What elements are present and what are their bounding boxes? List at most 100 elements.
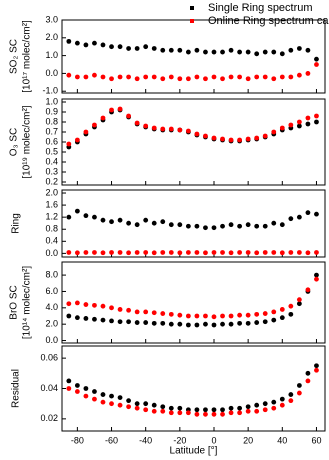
y-tick-label: 0.06	[40, 353, 58, 363]
data-point	[314, 367, 319, 373]
data-point	[305, 115, 311, 121]
y-tick-label: 0.4	[45, 236, 58, 246]
data-point	[254, 135, 260, 141]
data-point	[117, 74, 123, 80]
data-point	[262, 74, 268, 80]
data-point	[126, 220, 132, 226]
data-point	[66, 72, 72, 78]
data-point	[194, 223, 200, 229]
data-point	[228, 222, 234, 228]
data-point	[185, 250, 191, 255]
data-point	[203, 225, 208, 231]
data-point	[203, 133, 208, 139]
data-point	[66, 141, 72, 147]
data-point	[262, 319, 268, 325]
data-point	[211, 250, 217, 255]
data-point	[271, 405, 277, 411]
data-point	[92, 316, 97, 322]
plot-frame	[61, 345, 326, 432]
data-point	[305, 71, 311, 76]
data-point	[151, 125, 157, 131]
data-point	[288, 398, 294, 404]
data-point	[288, 216, 294, 222]
data-point	[151, 220, 157, 226]
data-point	[109, 44, 114, 50]
data-point	[66, 313, 72, 319]
data-point	[305, 370, 311, 376]
data-point	[279, 74, 285, 80]
data-point	[151, 46, 157, 51]
data-point	[314, 56, 319, 62]
data-point	[305, 250, 311, 256]
data-point	[245, 312, 251, 318]
data-point	[185, 128, 191, 134]
data-point	[143, 407, 149, 413]
data-point	[211, 135, 217, 141]
data-point	[194, 313, 200, 319]
x-tick-label: 60	[311, 435, 321, 445]
data-point	[314, 363, 319, 369]
data-point	[83, 302, 89, 307]
plot-frame	[61, 19, 326, 94]
data-point	[279, 51, 285, 57]
y-axis-label: BrO SC	[9, 285, 20, 319]
data-point	[194, 74, 200, 80]
data-point	[83, 42, 89, 48]
data-point	[177, 250, 183, 256]
data-point	[271, 309, 277, 315]
data-point	[160, 250, 166, 255]
data-point	[203, 250, 208, 256]
data-point	[177, 222, 183, 228]
data-point	[305, 121, 311, 127]
data-point	[296, 390, 302, 396]
data-point	[151, 402, 157, 408]
data-point	[100, 392, 106, 397]
data-point	[92, 214, 97, 220]
data-point	[288, 250, 294, 255]
data-point	[74, 315, 80, 321]
data-point	[262, 223, 268, 229]
data-point	[254, 402, 260, 408]
data-point	[160, 47, 166, 53]
x-tick-label: 40	[277, 435, 287, 445]
data-point	[74, 40, 80, 46]
data-point	[177, 47, 183, 53]
data-point	[83, 74, 89, 80]
data-point	[194, 131, 200, 137]
data-point	[237, 74, 243, 80]
y-tick-label: 0.8	[45, 224, 58, 234]
data-point	[109, 250, 114, 255]
data-point	[203, 313, 208, 319]
y-tick-label: 0.3	[45, 166, 58, 176]
data-point	[168, 222, 174, 228]
data-point	[271, 399, 277, 405]
data-point	[134, 76, 140, 82]
data-point	[74, 250, 80, 256]
data-point	[203, 407, 208, 413]
data-point	[126, 319, 132, 325]
y-axis-label: Residual	[11, 369, 22, 408]
legend-label: Single Ring spectrum	[208, 2, 313, 14]
legend-label: Online Ring spectrum calculati	[208, 15, 329, 27]
data-point	[160, 76, 166, 82]
y-tick-label: 6.0	[45, 286, 58, 296]
data-point	[220, 407, 225, 413]
data-point	[262, 133, 268, 139]
x-tick-label: 20	[243, 435, 253, 445]
y-tick-label: 0.7	[45, 126, 58, 136]
data-point	[254, 51, 260, 57]
data-point	[305, 287, 311, 293]
data-point	[92, 389, 97, 394]
data-point	[211, 225, 217, 231]
data-point	[305, 47, 311, 53]
data-point	[305, 378, 311, 384]
data-point	[296, 297, 302, 303]
data-point	[296, 119, 302, 125]
data-point	[279, 315, 285, 321]
data-point	[237, 312, 243, 318]
data-point	[100, 317, 106, 323]
data-point	[117, 250, 123, 255]
data-point	[117, 106, 123, 112]
data-point	[168, 405, 174, 411]
data-point	[109, 107, 114, 113]
